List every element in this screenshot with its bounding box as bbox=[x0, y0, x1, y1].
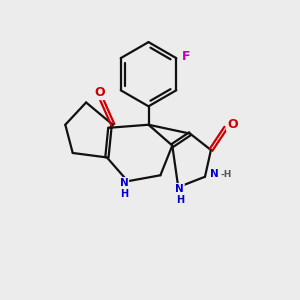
Text: N: N bbox=[120, 178, 128, 188]
Text: N: N bbox=[175, 184, 184, 194]
Text: O: O bbox=[227, 118, 238, 130]
Text: H: H bbox=[120, 189, 128, 199]
Text: -H: -H bbox=[221, 170, 232, 179]
Text: O: O bbox=[94, 86, 105, 99]
Text: H: H bbox=[176, 195, 184, 205]
Text: N: N bbox=[209, 169, 218, 179]
Text: F: F bbox=[182, 50, 190, 63]
